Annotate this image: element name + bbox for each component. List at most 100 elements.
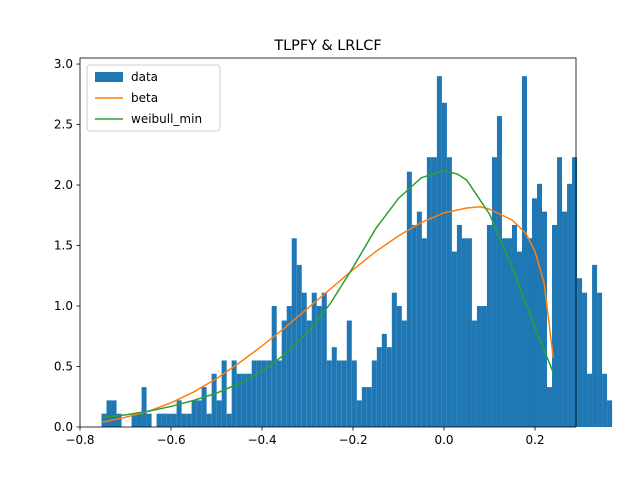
histogram-bar [301,292,307,427]
y-axis: 0.0 0.5 1.0 1.5 2.0 2.5 3.0 [54,57,80,434]
legend-label-weibull_min: weibull_min [131,112,202,126]
histogram-bar [171,413,177,427]
histogram-bar [572,157,578,428]
histogram-bar [501,238,507,427]
histogram-bar [316,306,322,427]
x-tick-label: −0.4 [247,433,276,447]
histogram-bar [336,360,342,427]
histogram-bar [592,264,598,427]
plot-frame [79,57,577,428]
histogram-bar [436,76,442,428]
y-tick-label: 3.0 [54,57,73,71]
histogram-bar [256,360,262,427]
histogram-bar [496,116,502,427]
histogram-bar [191,400,197,427]
histogram-bar [166,413,172,427]
histogram-bar [296,264,302,427]
histogram-bar [181,413,187,427]
histogram-bar [321,292,327,427]
histogram-bar [136,413,142,427]
histogram-bar [251,360,257,427]
histogram-bar [266,360,272,427]
histogram-bar [341,360,347,427]
histogram-bar [326,360,332,427]
histogram-bar [116,413,122,427]
y-tick-label: 0.0 [54,420,73,434]
histogram-bar [526,238,532,427]
histogram-bar [386,347,392,427]
beta-line [102,206,554,423]
histogram-bar [542,211,548,427]
y-tick-label: 1.5 [54,239,73,253]
histogram-bar [516,251,522,427]
histogram-bar [552,224,558,427]
x-tick-label: −0.6 [156,433,185,447]
histogram-bar [131,413,137,427]
histogram-bar [481,306,487,427]
legend: data beta weibull_min [86,64,221,132]
histogram-bar [241,373,247,427]
histogram-bar [111,400,117,427]
histogram-bar [521,76,527,428]
histogram-bars [101,76,613,428]
legend-label-beta: beta [131,91,158,105]
histogram-bar [421,238,427,427]
y-tick-label: 1.0 [54,299,73,313]
y-tick-label: 2.5 [54,118,73,132]
histogram-bar [356,400,362,427]
histogram-bar [466,238,472,427]
histogram-bar [246,373,252,427]
weibull_min-line [102,169,554,419]
histogram-bar [446,157,452,428]
histogram-bar [461,238,467,427]
histogram-bar [376,347,382,427]
histogram-bar [101,413,107,427]
histogram-bar [486,224,492,427]
histogram-bar [196,400,202,427]
histogram-bar [236,373,242,427]
histogram-bar [286,306,292,427]
histogram-bar [211,373,217,427]
histogram-bar [371,360,377,427]
histogram-bar [106,400,112,427]
histogram-bar [161,413,167,427]
histogram-bar [156,413,162,427]
histogram-bar [366,387,372,427]
histogram-bar [557,157,563,428]
legend-swatch-data [95,72,123,82]
histogram-bar [311,292,317,427]
histogram-bar [451,251,457,427]
histogram-bar [186,413,192,427]
histogram-bar [456,224,462,427]
x-tick-label: 0.0 [434,433,453,447]
legend-label-data: data [131,70,158,84]
histogram-bar [176,400,182,427]
y-tick-label: 2.0 [54,178,73,192]
histogram-bar [226,413,232,427]
histogram-bar [401,320,407,427]
histogram-bar [547,387,553,427]
histogram-bar [587,373,593,427]
histogram-bar [351,360,357,427]
histogram-bar [602,373,608,427]
x-tick-label: 0.2 [525,433,544,447]
histogram-bar [146,413,152,427]
histogram-bar [346,320,352,427]
histogram-bar [216,400,222,427]
histogram-bar [491,157,497,428]
histogram-bar [381,333,387,427]
histogram-bar [411,224,417,427]
histogram-bar [567,183,573,427]
histogram-bar [471,320,477,427]
x-tick-label: −0.2 [338,433,367,447]
chart-title: TLPFY & LRLCF [273,38,381,54]
histogram-bar [406,171,412,427]
histogram-bar [261,360,267,427]
histogram-bar [396,306,402,427]
histogram-bar [141,387,147,427]
histogram-bar [562,211,568,427]
histogram-bar [577,278,583,427]
histogram-bar [511,224,517,427]
histogram-bar [441,102,447,428]
